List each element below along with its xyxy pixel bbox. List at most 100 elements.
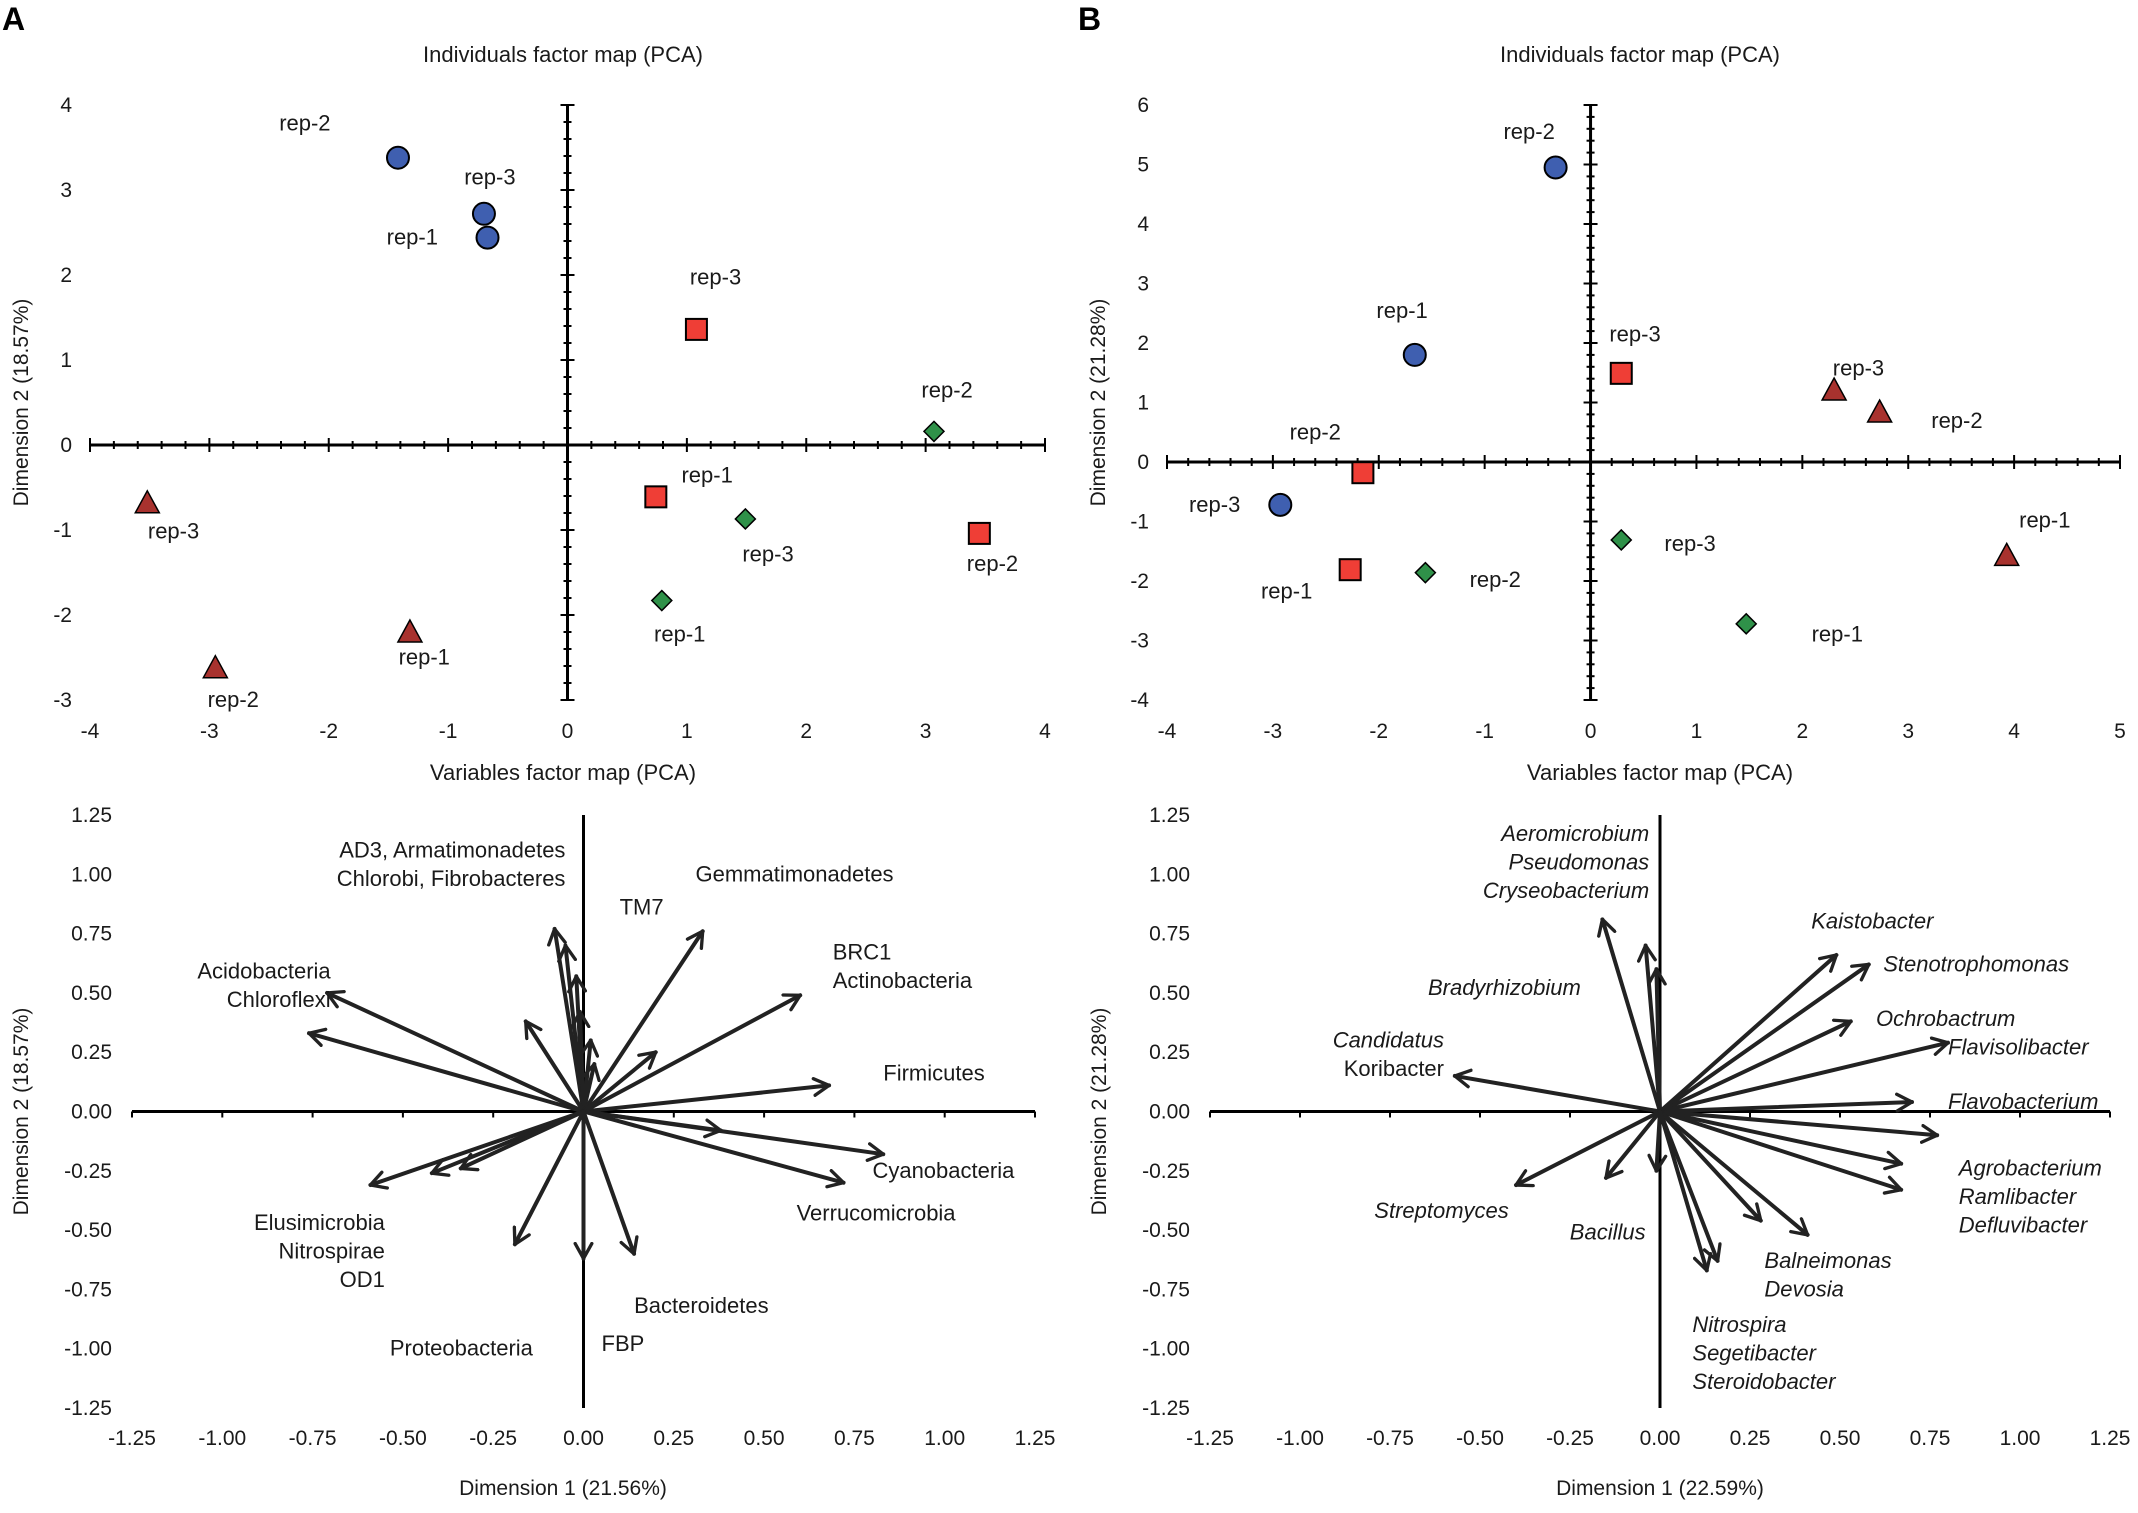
diamond-point bbox=[1414, 561, 1437, 584]
diamond-point bbox=[650, 589, 673, 612]
x-tick-label: -0.50 bbox=[1456, 1427, 1504, 1450]
point-label: rep-1 bbox=[681, 463, 732, 488]
variable-label: Balneimonas bbox=[1764, 1248, 1891, 1273]
x-tick-label: 0.25 bbox=[653, 1427, 694, 1450]
point-label: rep-1 bbox=[2019, 507, 2070, 532]
variable-arrow bbox=[1452, 1068, 1662, 1114]
variable-arrow bbox=[581, 1109, 846, 1189]
variable-arrow bbox=[325, 989, 586, 1114]
square-point bbox=[644, 485, 668, 509]
variable-label: Ramlibacter bbox=[1959, 1184, 2078, 1209]
variable-label: Steroidobacter bbox=[1692, 1369, 1837, 1394]
triangle-point bbox=[202, 654, 229, 679]
circle-point bbox=[1268, 492, 1293, 517]
x-tick-label: -4 bbox=[81, 720, 100, 743]
variable-arrow bbox=[512, 1109, 586, 1247]
y-tick-label: 1.00 bbox=[1149, 863, 1190, 886]
point-label: rep-2 bbox=[921, 378, 972, 403]
point-label: rep-2 bbox=[279, 111, 330, 136]
variable-arrow bbox=[1604, 1109, 1662, 1180]
variable-arrow bbox=[1658, 1109, 1763, 1223]
y-tick-label: 1 bbox=[1137, 392, 1149, 415]
x-tick-label: -0.75 bbox=[289, 1427, 337, 1450]
variable-arrow bbox=[1646, 967, 1667, 1114]
variable-arrow bbox=[581, 993, 803, 1114]
y-tick-label: -2 bbox=[53, 604, 72, 627]
variable-label: Cyanobacteria bbox=[872, 1158, 1015, 1183]
y-tick-label: -0.50 bbox=[64, 1219, 112, 1242]
x-tick-label: 0 bbox=[562, 720, 574, 743]
y-tick-label: -4 bbox=[1130, 689, 1149, 712]
y-tick-label: -0.75 bbox=[1142, 1278, 1190, 1301]
square-point bbox=[1609, 361, 1633, 385]
point-label: rep-2 bbox=[967, 551, 1018, 576]
variable-label: Bacteroidetes bbox=[634, 1293, 769, 1318]
y-tick-label: 0 bbox=[1137, 451, 1149, 474]
x-tick-label: -3 bbox=[1264, 720, 1283, 743]
x-tick-label: 1.25 bbox=[2090, 1427, 2131, 1450]
x-tick-label: -1.25 bbox=[108, 1427, 156, 1450]
variable-arrow bbox=[458, 1109, 586, 1172]
x-tick-label: 5 bbox=[2114, 720, 2126, 743]
x-tick-label: 1.00 bbox=[924, 1427, 965, 1450]
x-tick-label: 2 bbox=[1796, 720, 1808, 743]
variable-label: Actinobacteria bbox=[833, 968, 973, 993]
y-tick-label: 5 bbox=[1137, 154, 1149, 177]
y-tick-label: 1 bbox=[60, 349, 72, 372]
x-tick-label: -3 bbox=[200, 720, 219, 743]
x-tick-label: 3 bbox=[920, 720, 932, 743]
variable-arrow bbox=[581, 1109, 639, 1256]
point-label: rep-3 bbox=[1189, 492, 1240, 517]
variable-label: Verrucomicrobia bbox=[797, 1200, 957, 1225]
x-tick-label: -2 bbox=[1369, 720, 1388, 743]
point-label: rep-1 bbox=[387, 225, 438, 250]
variable-arrow bbox=[1658, 952, 1839, 1114]
variable-arrow bbox=[1658, 1109, 1904, 1195]
variable-arrow bbox=[306, 1027, 586, 1114]
x-tick-label: 1.25 bbox=[1015, 1427, 1056, 1450]
x-tick-label: 1.00 bbox=[2000, 1427, 2041, 1450]
variable-arrow bbox=[368, 1109, 586, 1190]
variable-label: Candidatus bbox=[1333, 1027, 1444, 1052]
variable-label: Acidobacteria bbox=[197, 959, 331, 984]
variable-label: Devosia bbox=[1764, 1276, 1843, 1301]
variable-label: Ochrobactrum bbox=[1876, 1006, 2015, 1031]
variable-label: Nitrospirae bbox=[278, 1238, 384, 1263]
x-tick-label: 1 bbox=[1691, 720, 1703, 743]
y-tick-label: 3 bbox=[60, 179, 72, 202]
triangle-point bbox=[1866, 398, 1893, 423]
diamond-point bbox=[1610, 528, 1633, 552]
variable-arrow bbox=[1647, 1109, 1668, 1173]
variable-label: TM7 bbox=[620, 895, 664, 920]
chart-title: Variables factor map (PCA) bbox=[1527, 760, 1793, 785]
x-tick-label: 4 bbox=[2008, 720, 2020, 743]
point-label: rep-3 bbox=[148, 519, 199, 544]
variable-arrow bbox=[581, 929, 705, 1114]
circle-point bbox=[1543, 155, 1568, 180]
variable-arrow bbox=[1658, 1109, 1722, 1263]
variable-label: Pseudomonas bbox=[1509, 849, 1650, 874]
circle-point bbox=[471, 201, 496, 226]
x-tick-label: 4 bbox=[1039, 720, 1051, 743]
x-axis-label: Dimension 1 (22.59%) bbox=[1556, 1477, 1764, 1500]
y-tick-label: 0.00 bbox=[71, 1101, 112, 1124]
y-tick-label: -3 bbox=[53, 689, 72, 712]
x-tick-label: -0.25 bbox=[1546, 1427, 1594, 1450]
point-label: rep-1 bbox=[1261, 579, 1312, 604]
y-tick-label: 0.75 bbox=[71, 923, 112, 946]
y-axis-label: Dimension 2 (21.28%) bbox=[1088, 1008, 1111, 1216]
variable-arrow bbox=[1658, 1018, 1853, 1114]
variable-arrow bbox=[1658, 1036, 1950, 1114]
y-tick-label: 2 bbox=[60, 264, 72, 287]
variable-label: Kaistobacter bbox=[1811, 909, 1935, 934]
panel-a-variables-plot: Variables factor map (PCA) -1.25 -1.00 -0.7… bbox=[10, 760, 1055, 1500]
variable-label: Streptomyces bbox=[1374, 1198, 1509, 1223]
square-point bbox=[1351, 461, 1375, 485]
variable-arrow bbox=[581, 1109, 723, 1139]
y-tick-label: -1.25 bbox=[64, 1397, 112, 1420]
variable-arrow bbox=[1658, 962, 1871, 1114]
point-label: rep-1 bbox=[1376, 298, 1427, 323]
variable-arrow bbox=[581, 1062, 601, 1114]
panel-b-individuals-plot: Individuals factor map (PCA) -4 -3 -2 -1 0 1 2 3… bbox=[1087, 42, 2126, 743]
y-tick-label: -0.50 bbox=[1142, 1219, 1190, 1242]
